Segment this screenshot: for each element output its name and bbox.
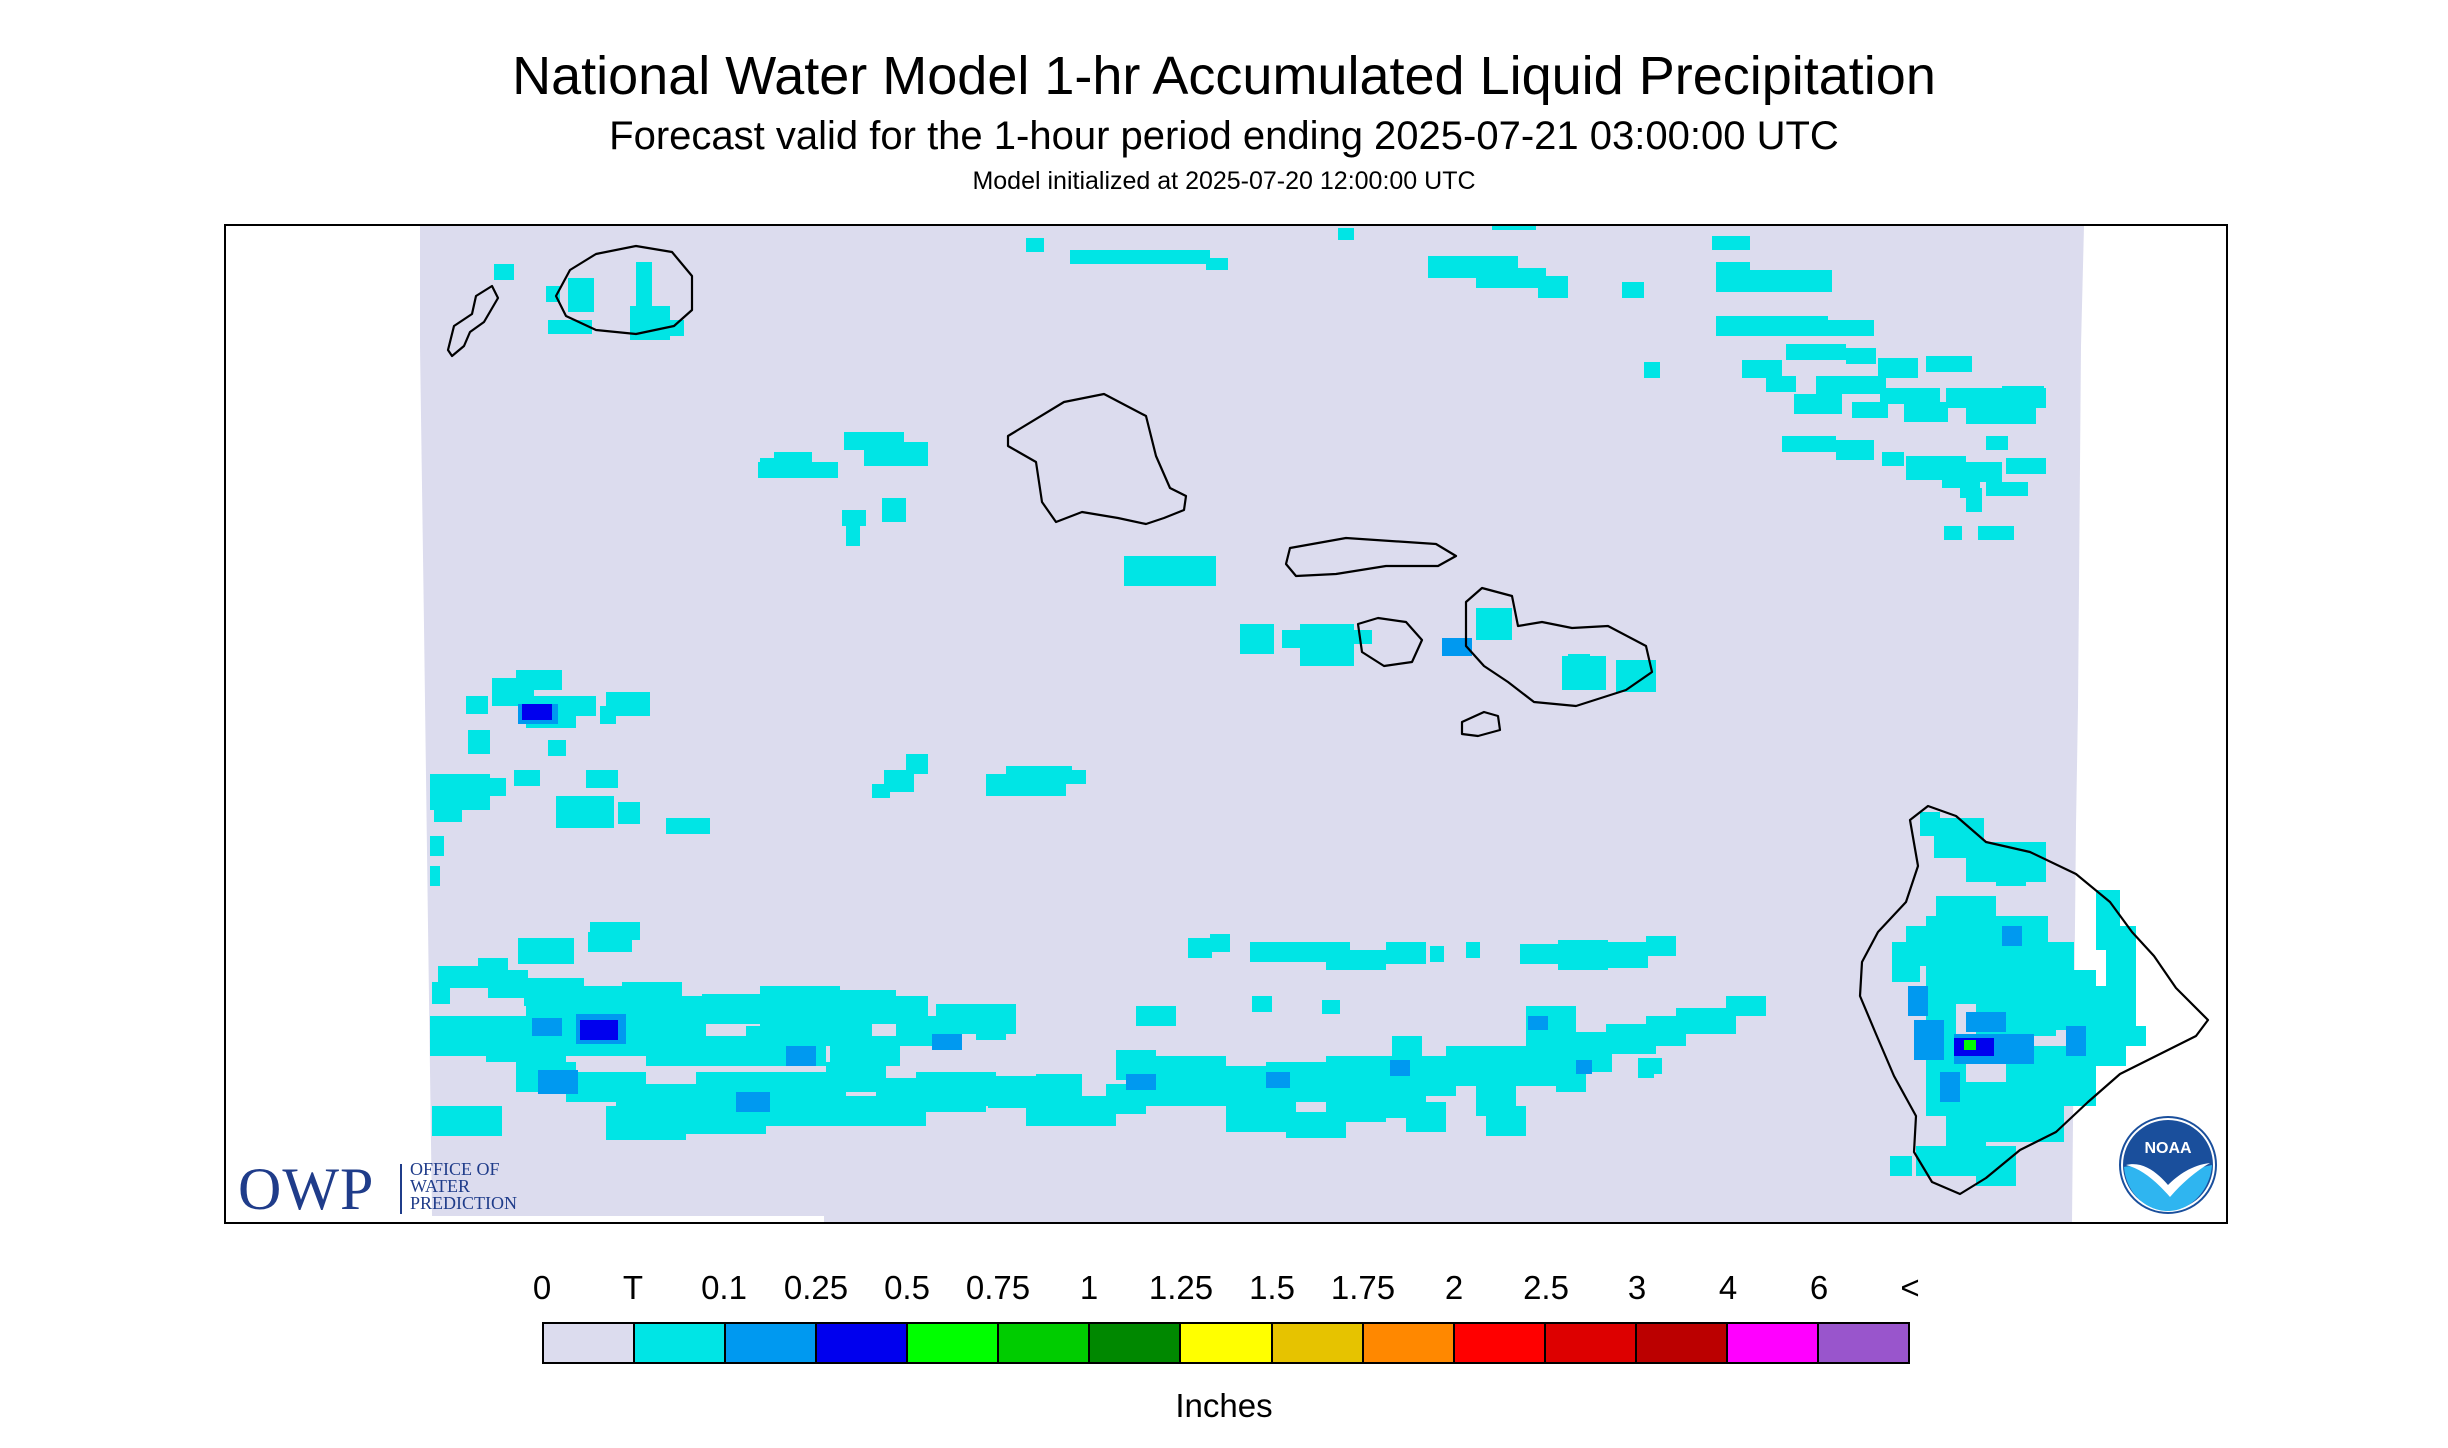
legend-label: 2	[1444, 1269, 1464, 1306]
model-initialized-text: Model initialized at 2025-07-20 12:00:00…	[972, 167, 1476, 195]
legend-label: 3	[1627, 1269, 1647, 1306]
legend-label: 0	[532, 1269, 552, 1306]
owp-logo-letters: OWP	[238, 1156, 375, 1222]
forecast-valid-subtitle: Forecast valid for the 1-hour period end…	[609, 114, 1839, 158]
legend-label: 1	[1079, 1269, 1099, 1306]
precipitation-map-canvas	[420, 226, 2210, 1222]
legend-swatch	[1636, 1324, 1728, 1362]
legend-swatch	[1272, 1324, 1364, 1362]
legend-label: 1.75	[1330, 1269, 1396, 1306]
legend-label: 1.25	[1148, 1269, 1214, 1306]
legend-swatch	[635, 1324, 727, 1362]
legend-swatch	[1818, 1324, 1908, 1362]
owp-logo-divider	[400, 1164, 402, 1214]
legend-swatch	[1181, 1324, 1273, 1362]
lanai-coast	[1356, 616, 1424, 668]
legend-swatch	[1363, 1324, 1455, 1362]
noaa-logo-text: NOAA	[2144, 1140, 2192, 1157]
peak-precipitation-cells	[1964, 1040, 1976, 1050]
legend-swatch	[908, 1324, 1000, 1362]
legend-swatch	[1454, 1324, 1546, 1362]
legend-swatch	[1545, 1324, 1637, 1362]
owp-logo: OWP OFFICE OF WATER PREDICTION	[238, 1156, 558, 1222]
legend-label: 0.1	[701, 1269, 747, 1306]
owp-logo-text: OFFICE OF WATER PREDICTION	[410, 1159, 517, 1213]
legend-label: 2.5	[1523, 1269, 1569, 1306]
legend-label: 4	[1718, 1269, 1738, 1306]
legend-label: 6	[1809, 1269, 1829, 1306]
precipitation-map	[224, 224, 2228, 1224]
kahoolawe-coast	[1460, 710, 1502, 738]
niihau-coast	[446, 284, 500, 358]
legend-label: 0.5	[884, 1269, 930, 1306]
legend-labels: 0 T 0.1 0.25 0.5 0.75 1 1.25 1.5 1.75 2 …	[0, 1268, 2448, 1308]
legend-swatch	[1727, 1324, 1819, 1362]
trace-precipitation-cells	[430, 226, 2146, 1186]
legend-label: T	[622, 1269, 644, 1306]
legend-label: 0.25	[783, 1269, 849, 1306]
legend-swatch	[999, 1324, 1091, 1362]
owp-line-3: PREDICTION	[410, 1193, 517, 1213]
legend-units: Inches	[1175, 1387, 1273, 1424]
owp-line-1: OFFICE OF	[410, 1159, 500, 1179]
hawaii-island-coast	[1858, 804, 2210, 1196]
noaa-logo-wing-icon	[2126, 1163, 2210, 1197]
legend-swatch	[817, 1324, 909, 1362]
legend-swatch	[726, 1324, 818, 1362]
legend-swatch	[1090, 1324, 1182, 1362]
molokai-coast	[1284, 536, 1458, 578]
legend-swatch	[544, 1324, 636, 1362]
legend-label: <	[1900, 1269, 1920, 1306]
island-coastlines	[446, 244, 2210, 1196]
oahu-coast	[1006, 392, 1188, 526]
legend-label: 1.5	[1249, 1269, 1295, 1306]
noaa-logo: NOAA	[2119, 1116, 2217, 1214]
maui-coast	[1464, 586, 1654, 708]
legend-colorbar	[542, 1322, 1910, 1364]
owp-line-2: WATER	[410, 1176, 470, 1196]
legend-label: 0.75	[965, 1269, 1031, 1306]
kauai-coast	[554, 244, 694, 336]
map-title: National Water Model 1-hr Accumulated Li…	[512, 46, 1936, 106]
